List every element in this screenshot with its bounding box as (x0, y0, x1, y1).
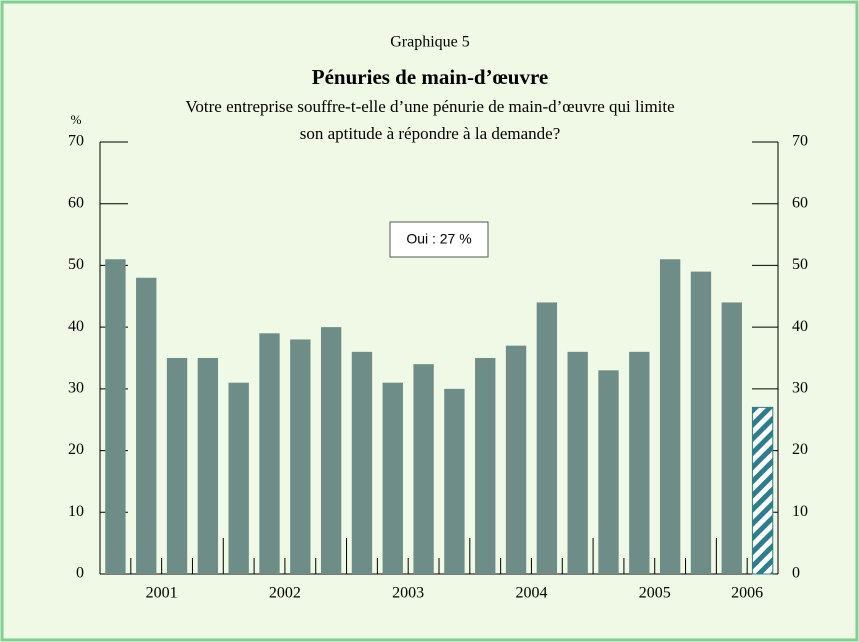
chart-title: Pénuries de main-d’œuvre (312, 65, 548, 89)
bar (567, 351, 588, 574)
x-group-label: 2001 (146, 585, 178, 602)
bar (136, 277, 157, 574)
bar (659, 259, 681, 574)
bar (629, 351, 650, 574)
bar (475, 358, 496, 574)
bar (751, 406, 774, 575)
bar (690, 271, 712, 574)
bar (444, 388, 465, 574)
bar (413, 364, 434, 574)
y-tick-label: 0 (76, 565, 84, 582)
x-group-label: 2003 (392, 585, 424, 602)
y-tick-label-right: 40 (792, 318, 808, 335)
annotation-box (389, 221, 489, 258)
y-tick-label-right: 60 (792, 194, 808, 211)
bar (259, 333, 280, 574)
x-group-label: 2002 (269, 585, 301, 602)
bar (382, 382, 403, 574)
y-tick-label: 70 (68, 133, 84, 150)
bar (166, 358, 188, 574)
subtitle-line: son aptitude à répondre à la demande? (300, 124, 561, 143)
y-tick-label-right: 0 (792, 565, 800, 582)
y-tick-label-right: 20 (792, 441, 808, 458)
y-tick-label: 60 (68, 194, 84, 211)
y-tick-label: 10 (68, 503, 84, 520)
bar (290, 339, 311, 574)
y-tick-label-right: 70 (792, 133, 808, 150)
chart-label: Graphique 5 (390, 34, 470, 51)
bar (197, 358, 219, 574)
bar (105, 259, 126, 574)
bar (536, 302, 558, 574)
bar (721, 302, 742, 574)
y-tick-label-right: 30 (792, 380, 808, 397)
y-tick-label: 30 (68, 380, 84, 397)
subtitle-line: Votre entreprise souffre-t-elle d’une pé… (185, 97, 674, 116)
bar (505, 345, 527, 574)
bar (228, 382, 249, 574)
y-tick-label-right: 10 (792, 503, 808, 520)
x-group-label: 2004 (515, 585, 547, 602)
x-group-label: 2006 (731, 585, 763, 602)
y-tick-label: 20 (68, 441, 84, 458)
bar (320, 327, 342, 574)
x-group-label: 2005 (639, 585, 671, 602)
bar (598, 370, 619, 574)
y-tick-label: 40 (68, 318, 84, 335)
y-unit: % (71, 112, 82, 127)
annotation: Oui : 27 % (406, 231, 471, 247)
y-tick-label-right: 50 (792, 256, 808, 273)
y-tick-label: 50 (68, 256, 84, 273)
bar (351, 351, 373, 574)
